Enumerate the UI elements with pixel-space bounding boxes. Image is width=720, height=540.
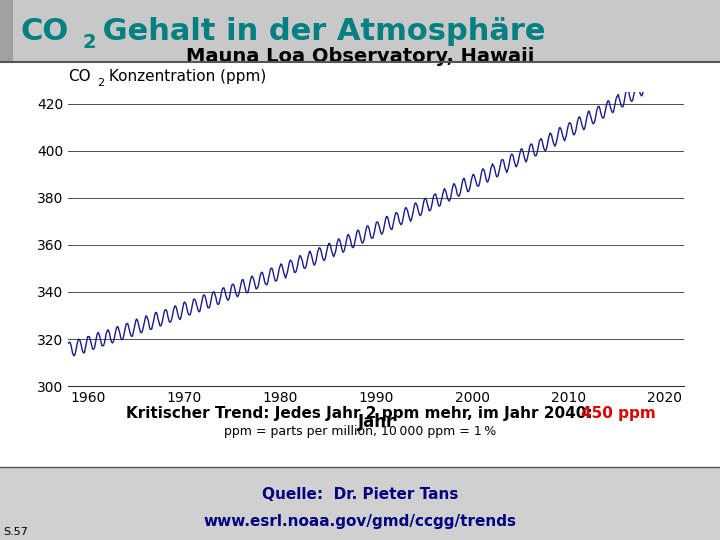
Text: S.57: S.57 <box>4 527 29 537</box>
Text: 450 ppm: 450 ppm <box>581 406 656 421</box>
Text: Mauna Loa Observatory, Hawaii: Mauna Loa Observatory, Hawaii <box>186 47 534 66</box>
Text: Gehalt in der Atmosphäre: Gehalt in der Atmosphäre <box>92 17 546 45</box>
Text: Quelle:  Dr. Pieter Tans: Quelle: Dr. Pieter Tans <box>262 487 458 502</box>
Text: 2: 2 <box>83 33 96 52</box>
Text: 2: 2 <box>97 78 104 88</box>
Text: Kritischer Trend: Jedes Jahr 2 ppm mehr, im Jahr 2040:: Kritischer Trend: Jedes Jahr 2 ppm mehr,… <box>126 406 598 421</box>
Text: ppm = parts per million, 10 000 ppm = 1 %: ppm = parts per million, 10 000 ppm = 1 … <box>224 426 496 438</box>
X-axis label: Jahr: Jahr <box>358 413 395 431</box>
Text: Konzentration (ppm): Konzentration (ppm) <box>104 69 266 84</box>
Text: CO: CO <box>20 17 68 45</box>
Text: www.esrl.noaa.gov/gmd/ccgg/trends: www.esrl.noaa.gov/gmd/ccgg/trends <box>204 514 516 529</box>
Text: CO: CO <box>68 69 91 84</box>
